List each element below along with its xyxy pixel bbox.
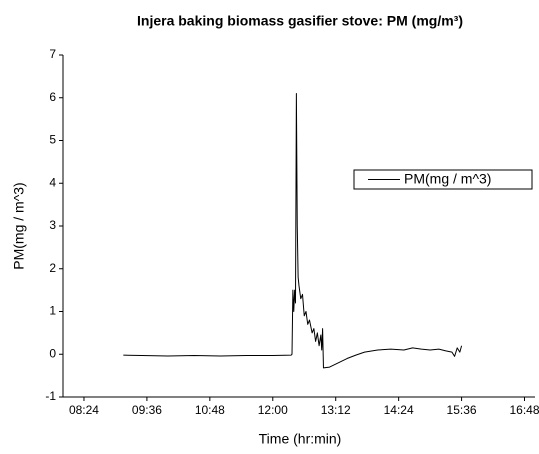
x-tick-label: 14:24 [384,403,414,417]
y-axis-label: PM(mg / m^3) [11,182,27,269]
x-tick-label: 10:48 [195,403,225,417]
data-line [123,92,463,369]
legend-label: PM(mg / m^3) [404,171,491,187]
chart-title: Injera baking biomass gasifier stove: PM… [137,13,463,29]
y-tick-label: -1 [45,389,56,403]
y-tick-label: 6 [49,90,56,104]
y-tick-label: 5 [49,133,56,147]
x-tick-label: 09:36 [132,403,162,417]
x-tick-label: 15:36 [447,403,477,417]
legend-box [353,169,533,190]
y-tick-label: 0 [49,346,56,360]
x-tick-label: 08:24 [69,403,99,417]
y-tick-label: 2 [49,261,56,275]
y-tick-label: 4 [49,175,56,189]
y-tick-label: 1 [49,304,56,318]
x-tick-label: 12:00 [258,403,288,417]
y-tick-label: 3 [49,218,56,232]
x-tick-label: 13:12 [321,403,351,417]
x-tick-label: 16:48 [509,403,539,417]
y-tick-label: 7 [49,47,56,61]
x-axis-label: Time (hr:min) [259,431,342,447]
